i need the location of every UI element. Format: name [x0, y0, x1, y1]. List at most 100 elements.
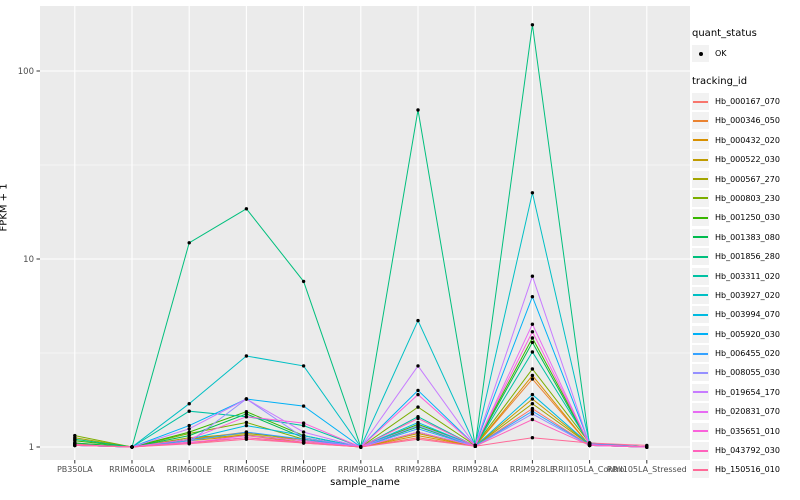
x-tick-label: RRII105LA_Stressed	[607, 465, 687, 474]
data-point	[530, 377, 535, 381]
x-tick-label: RRIM928LA	[452, 465, 498, 474]
legend-line-icon	[693, 468, 708, 471]
legend-item: Hb_043792_030	[692, 442, 798, 460]
legend-item-label: Hb_019654_170	[715, 387, 780, 397]
legend-line-icon	[693, 371, 708, 374]
data-point	[244, 420, 249, 425]
y-tick-label: 10	[23, 255, 34, 265]
legend-item-label: Hb_001383_080	[715, 232, 780, 242]
data-point	[416, 392, 420, 397]
data-point	[187, 423, 191, 428]
legend-key-swatch	[692, 364, 709, 382]
data-point	[187, 430, 191, 434]
y-axis-title: FPKM + 1	[0, 183, 10, 232]
x-tick-label: RRIM600LE	[167, 465, 212, 474]
legend-key-swatch	[692, 209, 709, 227]
legend-key-swatch	[692, 170, 709, 188]
data-point	[244, 412, 249, 416]
legend-key-swatch	[692, 131, 709, 149]
x-tick-label: RRIM928BA	[395, 465, 442, 474]
legend: quant_status OK tracking_id Hb_000167_07…	[692, 28, 798, 492]
legend-item: Hb_000522_030	[692, 151, 798, 169]
data-point	[416, 416, 420, 421]
data-point	[530, 23, 535, 27]
legend-item: Hb_000346_050	[692, 112, 798, 130]
legend-line-icon	[693, 119, 708, 122]
data-point	[530, 392, 535, 397]
data-point	[244, 430, 249, 434]
legend-line-icon	[693, 197, 708, 200]
legend-item: Hb_003311_020	[692, 267, 798, 285]
legend-item-label: Hb_000346_050	[715, 116, 780, 126]
legend-line-icon	[693, 255, 708, 258]
legend-line-icon	[693, 100, 708, 103]
x-tick-label: RRII105LA_Control	[553, 465, 627, 474]
legend-item: Hb_003927_020	[692, 286, 798, 304]
legend-key-swatch	[692, 403, 709, 421]
legend-quant-status: quant_status OK	[692, 28, 798, 62]
data-point	[187, 427, 191, 431]
legend-item: Hb_020831_070	[692, 403, 798, 421]
x-tick-label: RRIM600SE	[224, 465, 270, 474]
legend-item: Hb_000567_270	[692, 170, 798, 188]
data-point	[530, 191, 535, 195]
legend-item-label: Hb_000167_070	[715, 97, 780, 106]
legend-line-icon	[693, 178, 708, 181]
legend-item: Hb_005920_030	[692, 325, 798, 343]
legend-item: Hb_006455_020	[692, 345, 798, 363]
legend-item-label: Hb_003927_020	[715, 290, 780, 300]
legend-item: Hb_001856_280	[692, 248, 798, 266]
legend-item: Hb_000432_020	[692, 131, 798, 149]
point-icon	[698, 51, 703, 56]
data-point	[244, 415, 249, 419]
legend-key-swatch	[692, 306, 709, 324]
plot-panel	[40, 6, 690, 460]
data-point	[530, 412, 535, 416]
legend-line-icon	[693, 430, 708, 433]
legend-item-label: Hb_020831_070	[715, 407, 780, 417]
legend-tracking-title: tracking_id	[692, 76, 748, 87]
legend-item: Hb_019654_170	[692, 383, 798, 401]
data-point	[73, 433, 77, 438]
data-point	[301, 364, 306, 368]
legend-key-swatch	[692, 112, 709, 130]
legend-line-icon	[693, 313, 708, 316]
legend-item-label: Hb_003994_070	[715, 310, 780, 320]
data-point	[244, 207, 249, 211]
data-point	[530, 350, 535, 354]
legend-line-icon	[693, 139, 708, 142]
legend-item-label: OK	[715, 49, 727, 58]
data-point	[416, 364, 420, 368]
data-point	[301, 441, 306, 445]
data-point	[187, 402, 191, 406]
data-point	[645, 443, 649, 448]
legend-item: Hb_000167_070	[692, 93, 798, 110]
data-point	[530, 417, 535, 422]
data-point	[587, 441, 592, 445]
legend-key-swatch	[692, 442, 709, 460]
data-point	[301, 430, 306, 434]
data-point	[530, 336, 535, 340]
data-point	[416, 430, 420, 434]
y-tick-label: 1	[29, 443, 34, 453]
data-point	[416, 108, 420, 112]
data-point	[187, 437, 191, 441]
data-point	[187, 241, 191, 245]
x-tick-label: RRIM600LA	[109, 465, 155, 474]
data-point	[530, 397, 535, 401]
data-point	[530, 295, 535, 299]
data-point	[530, 274, 535, 278]
legend-quant-title: quant_status	[692, 28, 757, 39]
legend-item-label: Hb_003311_020	[715, 271, 780, 281]
legend-line-icon	[693, 410, 708, 413]
data-point	[530, 373, 535, 378]
legend-item-label: Hb_043792_030	[715, 446, 780, 456]
legend-key-swatch	[692, 325, 709, 343]
legend-item-label: Hb_035651_010	[715, 426, 780, 436]
legend-item: Hb_000803_230	[692, 189, 798, 207]
legend-key-swatch	[692, 267, 709, 285]
legend-key-swatch	[692, 228, 709, 246]
data-point	[416, 423, 420, 428]
legend-item-label: Hb_000567_270	[715, 174, 780, 184]
